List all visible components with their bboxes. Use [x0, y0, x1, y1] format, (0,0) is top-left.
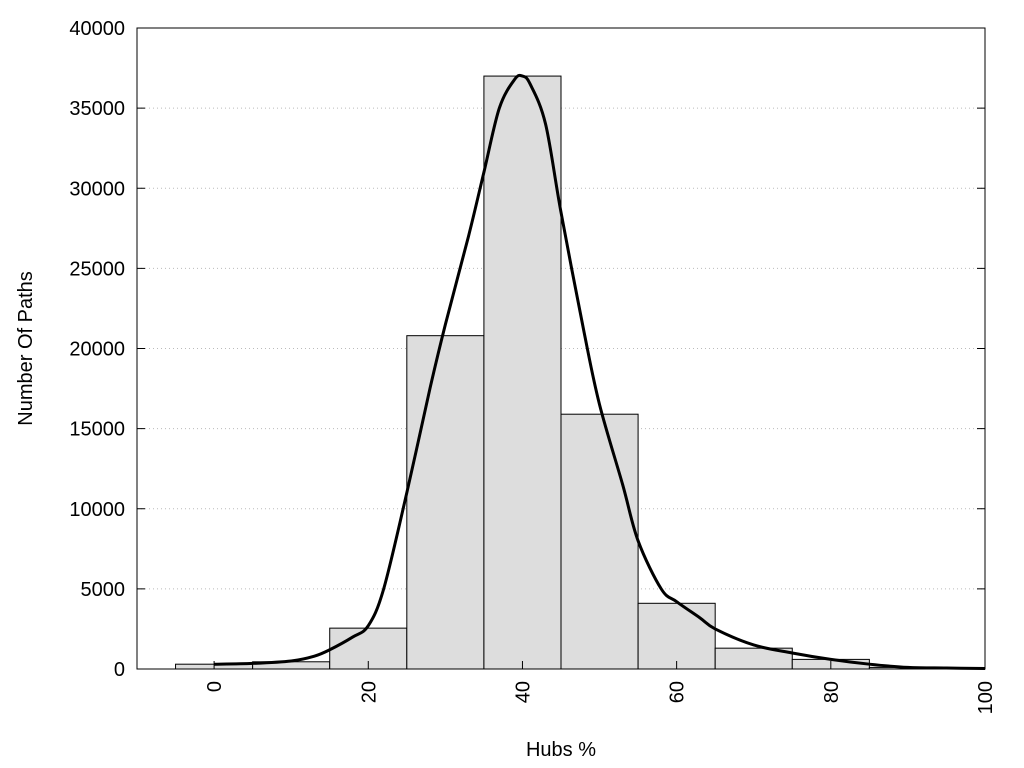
density-curve	[214, 73, 986, 671]
y-tick-label: 40000	[69, 18, 125, 40]
y-tick-label: 20000	[69, 339, 125, 361]
histogram-bar	[483, 75, 562, 670]
y-tick-label: 30000	[69, 178, 125, 200]
x-tick-label: 20	[358, 681, 380, 703]
x-tick-label: 60	[667, 681, 689, 703]
x-tick-label: 100	[975, 681, 997, 714]
x-tick-label: 40	[512, 681, 534, 703]
y-tick-label: 35000	[69, 98, 125, 120]
y-axis-label: Number Of Paths	[15, 271, 37, 426]
y-tick-label: 5000	[81, 579, 126, 601]
histogram-bar	[406, 335, 485, 670]
histogram-bar	[637, 602, 716, 670]
x-tick-label: 80	[821, 681, 843, 703]
x-axis-ticks: 0 20 40 60 80 100	[204, 661, 997, 714]
y-axis-ticks: 0 5000 10000 15000 20000 25000 30000 35000 40000	[69, 18, 985, 681]
density-curve-layer	[214, 73, 986, 671]
y-tick-label: 0	[114, 659, 125, 681]
bars	[175, 75, 947, 670]
y-tick-label: 10000	[69, 499, 125, 521]
x-tick-label: 0	[204, 681, 226, 692]
y-tick-label: 25000	[69, 258, 125, 280]
histogram-bar	[560, 413, 639, 670]
y-tick-label: 15000	[69, 419, 125, 441]
x-axis-label: Hubs %	[526, 739, 596, 761]
